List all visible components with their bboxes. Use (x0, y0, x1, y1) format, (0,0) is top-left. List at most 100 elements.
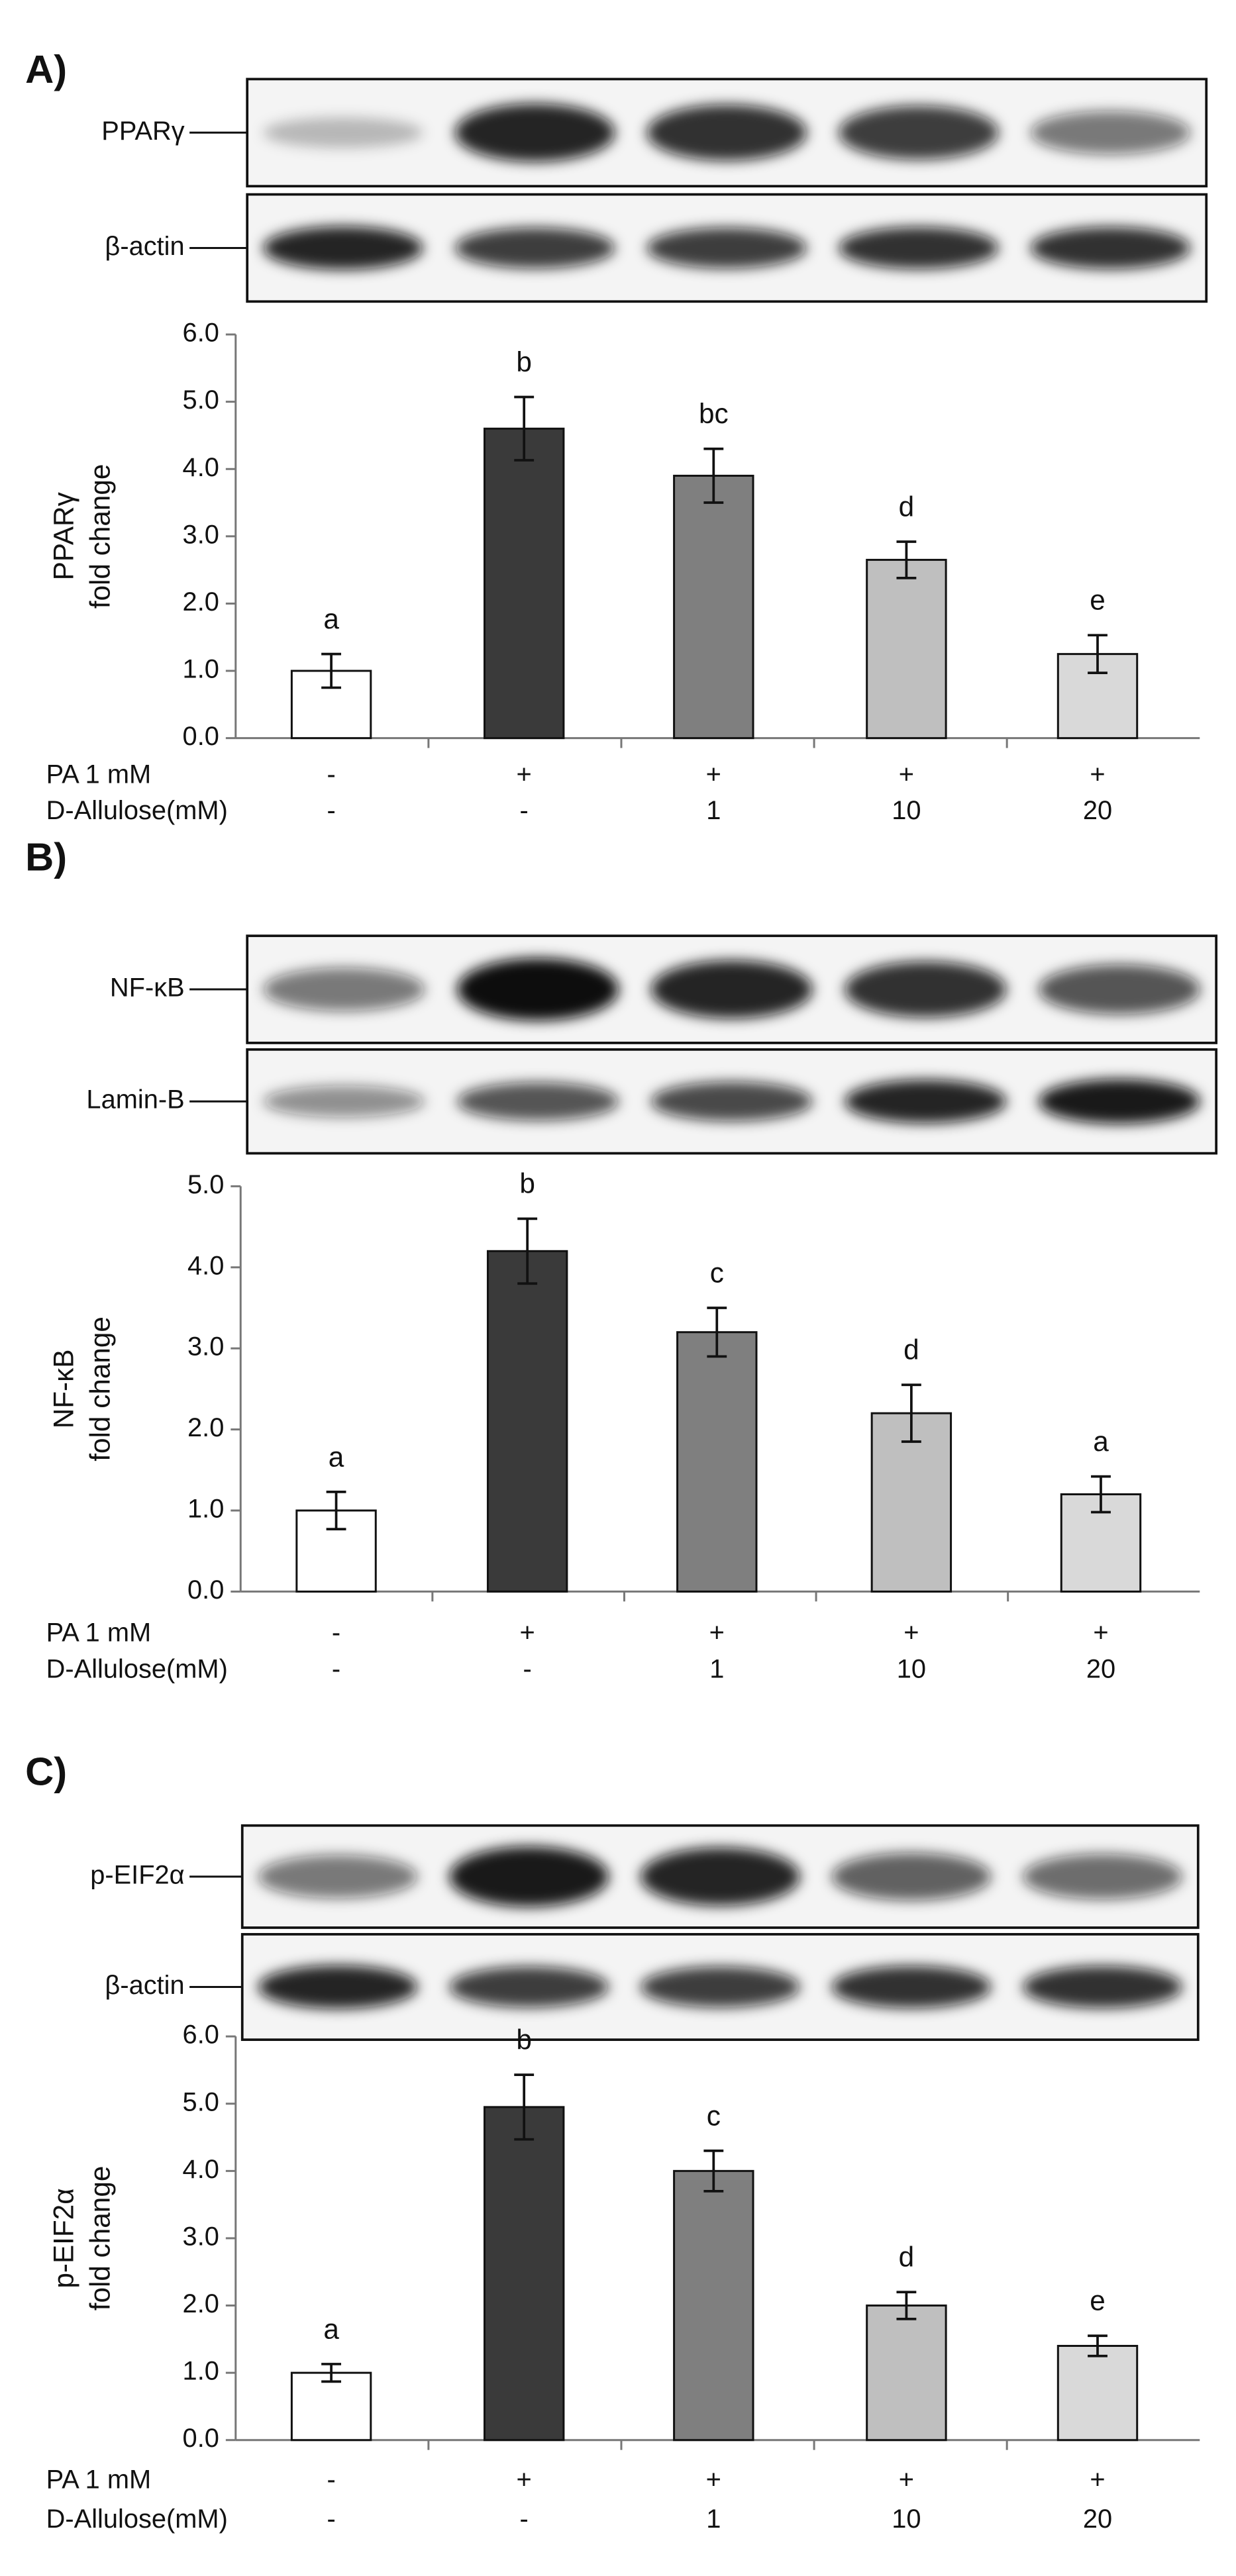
blot-label: NF-κB (110, 973, 185, 1003)
blot-band (1023, 1854, 1182, 1900)
bar (483, 2106, 565, 2442)
y-tick-label: 1.0 (183, 655, 219, 684)
bar (673, 2169, 754, 2442)
panel-label: B) (25, 835, 67, 879)
error-bar (896, 540, 917, 579)
treatment-value: - (327, 760, 335, 789)
significance-letter: a (323, 2313, 339, 2344)
treatment-value: + (520, 1618, 535, 1648)
error-bar (896, 2291, 917, 2320)
bar (486, 1250, 568, 1593)
y-axis-label: NF-κB (48, 1349, 79, 1428)
blot-band (646, 104, 807, 161)
significance-letter: a (1093, 1426, 1109, 1457)
treatment-name: PA 1 mM (46, 2465, 152, 2494)
treatment-value: - (332, 1654, 340, 1683)
blot-band (263, 967, 425, 1011)
y-tick-label: 5.0 (187, 1170, 224, 1199)
bar (290, 2371, 372, 2442)
significance-letter: e (1090, 2285, 1106, 2316)
y-tick-label: 2.0 (187, 1413, 224, 1442)
blot-band (1038, 964, 1200, 1015)
y-tick-label: 0.0 (183, 2424, 219, 2453)
blot-band (258, 1965, 418, 2009)
error-bar (901, 1383, 921, 1443)
treatment-value: - (327, 796, 335, 825)
blot-band (641, 1966, 800, 2008)
treatment-value: - (520, 2504, 529, 2534)
significance-letter: a (329, 1441, 344, 1472)
treatment-value: + (517, 2465, 532, 2494)
treatment-value: + (1090, 760, 1105, 789)
treatment-value: - (327, 2504, 335, 2534)
treatment-value: + (706, 2465, 721, 2494)
treatment-value: + (706, 760, 721, 789)
blot-band (641, 1847, 800, 1906)
blot-band (454, 227, 615, 269)
significance-letter: e (1090, 585, 1106, 616)
significance-letter: c (707, 2100, 721, 2131)
treatment-value: + (899, 760, 914, 789)
treatment-value: - (327, 2465, 335, 2494)
y-tick-label: 6.0 (183, 319, 219, 348)
significance-letter: d (903, 1334, 919, 1365)
blot-band (650, 960, 813, 1019)
blot-band (845, 1079, 1007, 1124)
y-tick-label: 4.0 (183, 453, 219, 482)
blot-label: p-EIF2α (90, 1860, 184, 1889)
blot-band (831, 1965, 992, 2008)
blot-label: Lamin-B (86, 1085, 184, 1115)
blot-band (263, 1085, 425, 1118)
significance-letter: b (516, 2024, 532, 2055)
treatment-value: + (903, 1618, 919, 1648)
y-axis-label: p-EIF2α (48, 2188, 79, 2288)
y-axis-label: PPARγ (48, 492, 79, 580)
y-tick-label: 1.0 (187, 1495, 224, 1524)
treatment-value: + (1093, 1618, 1108, 1648)
blot-label: β-actin (105, 232, 184, 261)
treatment-value: 1 (706, 796, 721, 825)
significance-letter: d (899, 2242, 915, 2273)
treatment-value: 10 (892, 796, 921, 825)
significance-letter: c (710, 1257, 724, 1288)
treatment-value: + (709, 1618, 725, 1648)
y-tick-label: 1.0 (183, 2357, 219, 2386)
bar (870, 1412, 953, 1593)
treatment-value: 1 (709, 1654, 724, 1683)
treatment-value: - (520, 796, 529, 825)
treatment-name: PA 1 mM (46, 760, 152, 789)
blot-band (263, 117, 423, 148)
significance-letter: d (899, 491, 915, 522)
blot-band (845, 961, 1007, 1018)
y-tick-label: 3.0 (187, 1332, 224, 1362)
y-tick-label: 3.0 (183, 2222, 219, 2251)
y-tick-label: 5.0 (183, 385, 219, 415)
treatment-name: D-Allulose(mM) (46, 1654, 228, 1683)
y-tick-label: 2.0 (183, 587, 219, 617)
blot-band (258, 1855, 418, 1899)
y-tick-label: 4.0 (183, 2155, 219, 2184)
blot-band (650, 1081, 813, 1122)
bar (866, 2304, 947, 2442)
y-tick-label: 5.0 (183, 2087, 219, 2116)
error-bar (514, 2073, 535, 2141)
blot-band (457, 1082, 619, 1121)
blot-band (646, 227, 807, 269)
y-axis-label: fold change (84, 1316, 115, 1461)
significance-letter: bc (699, 398, 729, 429)
error-bar (1088, 634, 1107, 674)
treatment-value: + (517, 760, 532, 789)
y-axis-label: fold change (84, 464, 115, 609)
blot-band (1038, 1079, 1200, 1124)
error-bar (707, 1307, 727, 1358)
blot-band (839, 105, 999, 160)
blot-band (1023, 1965, 1182, 2008)
error-bar (514, 395, 535, 462)
error-bar (1088, 2334, 1107, 2357)
significance-letter: b (516, 346, 532, 377)
treatment-value: 20 (1083, 796, 1112, 825)
treatment-value: 20 (1083, 2504, 1112, 2534)
y-tick-label: 2.0 (183, 2289, 219, 2318)
y-tick-label: 4.0 (187, 1251, 224, 1280)
